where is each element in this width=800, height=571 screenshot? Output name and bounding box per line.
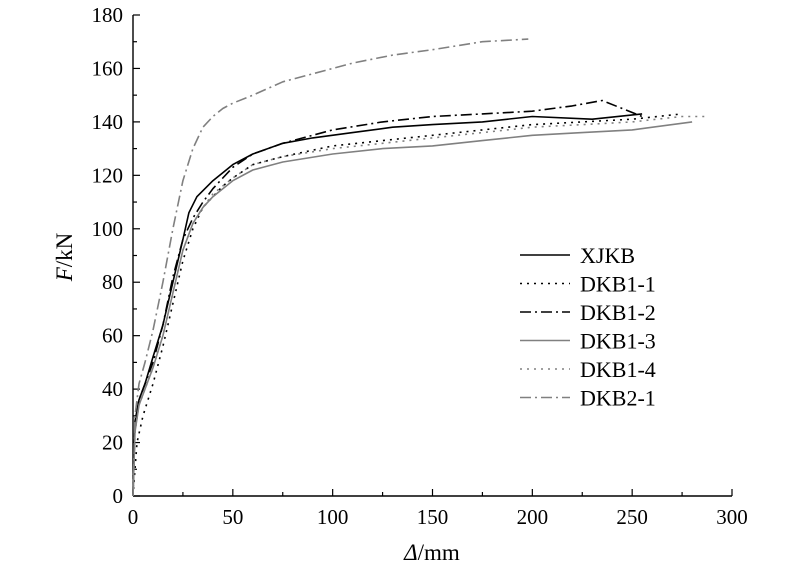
y-tick-label: 20 [102,431,123,455]
series-line-dkb1-4 [132,115,708,497]
series-line-dkb1-3 [132,121,693,497]
x-tick-label: 0 [128,505,139,529]
x-tick-label: 250 [616,505,648,529]
x-tick-label: 100 [317,505,349,529]
legend-label-dkb1-1: DKB1-1 [580,272,656,297]
y-axis-title: F/kN [52,232,77,282]
x-tick-label: 150 [417,505,449,529]
series-line-dkb1-1 [132,113,683,497]
y-tick-label: 120 [92,163,124,187]
legend-label-dkb1-4: DKB1-4 [580,357,656,382]
y-tick-label: 180 [92,3,124,27]
y-tick-label: 160 [92,56,124,80]
y-tick-label: 140 [92,110,124,134]
x-tick-label: 300 [716,505,748,529]
series-layer [132,38,708,497]
series-line-dkb1-2 [132,99,643,497]
legend-label-dkb2-1: DKB2-1 [580,386,656,411]
series-line-xjkb [132,113,643,497]
legend: XJKB DKB1-1 DKB1-2 DKB1-3 DKB1-4 DKB2-1 [520,243,656,411]
x-tick-label: 200 [517,505,549,529]
y-tick-label: 40 [102,377,123,401]
x-tick-label: 50 [222,505,243,529]
y-tick-label: 80 [102,270,123,294]
legend-label-dkb1-2: DKB1-2 [580,300,656,325]
y-tick-label: 60 [102,324,123,348]
y-tick-label: 0 [113,484,124,508]
x-axis-title: Δ/mm [403,540,460,565]
y-tick-label: 100 [92,217,124,241]
legend-label-xjkb: XJKB [580,243,635,268]
legend-label-dkb1-3: DKB1-3 [580,329,656,354]
axes: 0 20 40 60 80 100 120 140 160 180 0 50 100 150 200 250 3… [92,3,748,529]
series-line-dkb2-1 [132,38,529,497]
